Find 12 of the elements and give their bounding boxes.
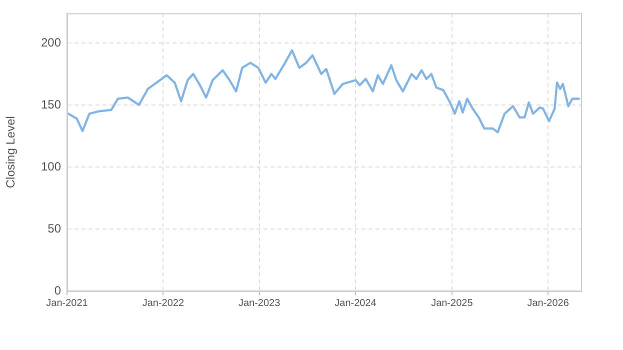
y-tick-label: 100 [40,159,62,174]
x-tick-label: Jan-2025 [431,298,474,309]
y-tick-label: 0 [54,283,62,298]
x-tick-label: Jan-2021 [46,298,88,309]
x-tick-label: Jan-2024 [334,298,377,309]
y-tick-label: 150 [40,97,62,112]
x-tick-label: Jan-2022 [142,298,184,309]
x-tick-label: Jan-2026 [527,298,570,309]
y-axis-title: Closing Level [4,116,18,188]
x-tick-label: Jan-2023 [238,298,281,309]
y-tick-label: 50 [48,221,62,236]
y-tick-label: 200 [40,35,62,50]
